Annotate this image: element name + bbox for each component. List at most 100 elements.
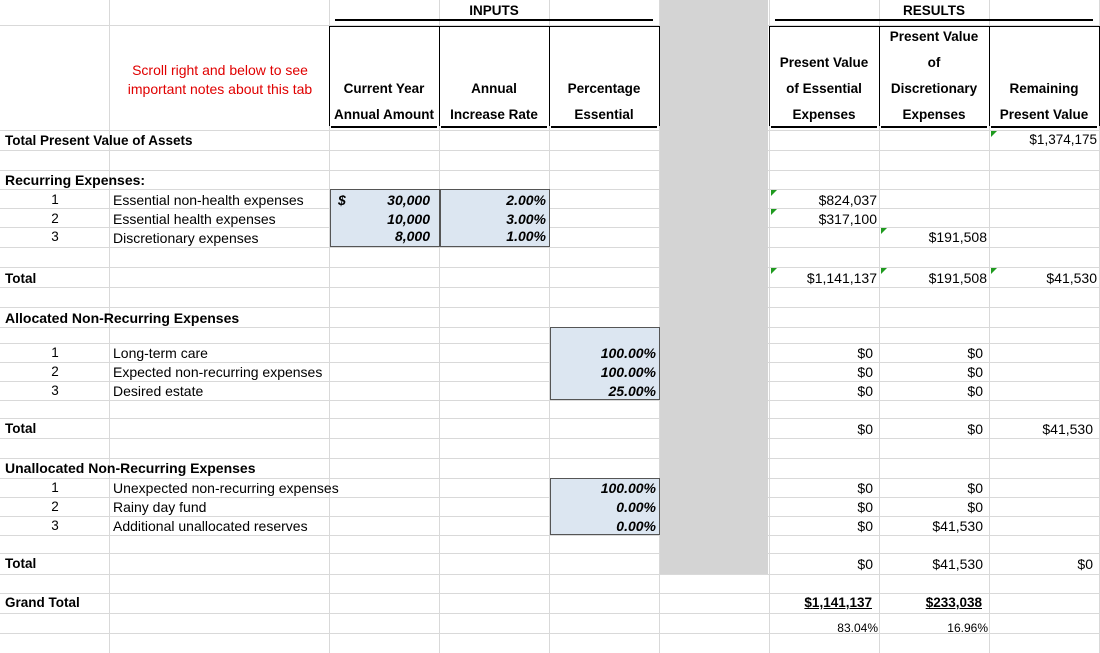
header-box-current-year — [329, 26, 440, 126]
recurring-row-2-pv-ess[interactable]: $317,100 — [818, 211, 877, 227]
unallocated-total-label: Total — [5, 556, 37, 571]
allocated-row-2-pv-disc[interactable]: $0 — [967, 364, 983, 380]
recurring-total-rem[interactable]: $41,530 — [1046, 270, 1097, 286]
col-pv-disc-2: of — [927, 55, 941, 70]
unallocated-row-1-pct[interactable]: 100.00% — [600, 480, 656, 496]
inputs-header-rule — [335, 19, 653, 21]
col-pv-ess-1: Present Value — [779, 55, 869, 70]
col-pv-ess-2: of Essential — [786, 81, 862, 96]
recurring-row-2-label: Essential health expenses — [113, 211, 276, 227]
allocated-row-3-pv-ess[interactable]: $0 — [857, 383, 873, 399]
unallocated-total-disc[interactable]: $41,530 — [932, 556, 983, 572]
unallocated-pct-input-block — [550, 478, 660, 535]
unallocated-row-3-pv-ess[interactable]: $0 — [857, 518, 873, 534]
recurring-total-ess[interactable]: $1,141,137 — [806, 270, 877, 286]
allocated-row-1-pv-ess[interactable]: $0 — [857, 345, 873, 361]
allocated-row-3-label: Desired estate — [113, 383, 204, 399]
assets-label: Total Present Value of Assets — [5, 133, 193, 148]
divider-column — [660, 0, 768, 574]
grand-total-label: Grand Total — [5, 595, 80, 610]
allocated-row-3-pv-disc[interactable]: $0 — [967, 383, 983, 399]
scroll-note-line1: Scroll right and below to see — [132, 62, 308, 78]
allocated-total-ess[interactable]: $0 — [857, 421, 873, 437]
allocated-total-label: Total — [5, 421, 37, 436]
col-current-year-2: Annual Amount — [334, 107, 434, 122]
header-box-pv-discretionary — [879, 26, 990, 126]
col-pv-disc-4: Expenses — [902, 107, 966, 122]
allocated-total-rem[interactable]: $41,530 — [1042, 421, 1093, 437]
recurring-total-disc[interactable]: $191,508 — [928, 270, 987, 286]
inputs-header: INPUTS — [469, 3, 519, 18]
col-annual-1: Annual — [471, 81, 517, 96]
col-rem-2: Present Value — [999, 107, 1089, 122]
recurring-rate-input-block — [440, 189, 550, 247]
header-box-annual — [439, 26, 550, 126]
unallocated-row-2-pv-ess[interactable]: $0 — [857, 499, 873, 515]
recurring-row-2-rate[interactable]: 3.00% — [506, 211, 546, 227]
unallocated-row-2-pct[interactable]: 0.00% — [616, 499, 656, 515]
allocated-row-2-num: 2 — [51, 364, 59, 379]
unallocated-total-ess[interactable]: $0 — [857, 556, 873, 572]
allocated-row-2-label: Expected non-recurring expenses — [113, 364, 323, 380]
allocated-row-2-pct[interactable]: 100.00% — [600, 364, 656, 380]
col-pv-disc-3: Discretionary — [890, 81, 978, 96]
grand-total-disc[interactable]: $233,038 — [925, 595, 982, 610]
unallocated-row-1-num: 1 — [51, 480, 59, 495]
col-pv-disc-1: Present Value — [889, 29, 979, 44]
allocated-pct-input-block — [550, 327, 660, 400]
results-header-rule — [775, 19, 1093, 21]
recurring-row-1-pv-ess[interactable]: $824,037 — [818, 192, 877, 208]
col-rem-1: Remaining — [1009, 81, 1079, 96]
recurring-row-1-rate[interactable]: 2.00% — [506, 192, 546, 208]
allocated-row-2-pv-ess[interactable]: $0 — [857, 364, 873, 380]
unallocated-row-1-label: Unexpected non-recurring expenses — [113, 480, 339, 496]
scroll-note-line2: important notes about this tab — [127, 81, 313, 97]
col-annual-2: Increase Rate — [450, 107, 538, 122]
col-current-year-1: Current Year — [343, 81, 425, 96]
unallocated-total-rem[interactable]: $0 — [1077, 556, 1093, 572]
allocated-row-1-pct[interactable]: 100.00% — [600, 345, 656, 361]
recurring-row-3-pv-disc[interactable]: $191,508 — [928, 229, 987, 245]
recurring-row-1-amount[interactable]: 30,000 — [387, 192, 430, 208]
unallocated-row-2-label: Rainy day fund — [113, 499, 207, 515]
unallocated-row-2-num: 2 — [51, 499, 59, 514]
recurring-title: Recurring Expenses: — [5, 172, 146, 188]
unallocated-row-1-pv-disc[interactable]: $0 — [967, 480, 983, 496]
recurring-row-1-label: Essential non-health expenses — [113, 192, 304, 208]
allocated-row-3-pct[interactable]: 25.00% — [608, 383, 656, 399]
recurring-row-3-label: Discretionary expenses — [113, 230, 259, 246]
recurring-row-3-amount[interactable]: 8,000 — [394, 228, 430, 244]
allocated-title: Allocated Non-Recurring Expenses — [5, 310, 240, 326]
unallocated-row-1-pv-ess[interactable]: $0 — [857, 480, 873, 496]
col-pv-ess-3: Expenses — [792, 107, 856, 122]
grand-total-disc-pct[interactable]: 16.96% — [947, 621, 988, 635]
allocated-row-1-label: Long-term care — [113, 345, 208, 361]
recurring-amount-input-block — [330, 189, 440, 247]
unallocated-row-3-pct[interactable]: 0.00% — [616, 518, 656, 534]
col-pct-1: Percentage — [567, 81, 641, 96]
unallocated-row-3-num: 3 — [51, 518, 59, 533]
assets-value[interactable]: $1,374,175 — [1029, 132, 1097, 147]
grand-total-ess[interactable]: $1,141,137 — [804, 595, 872, 610]
recurring-row-1-num: 1 — [51, 192, 59, 207]
unallocated-row-3-pv-disc[interactable]: $41,530 — [932, 518, 983, 534]
recurring-total-label: Total — [5, 271, 37, 286]
recurring-row-2-num: 2 — [51, 211, 59, 226]
allocated-row-1-num: 1 — [51, 345, 59, 360]
recurring-row-3-num: 3 — [51, 229, 59, 244]
currency-symbol: $ — [338, 192, 346, 208]
unallocated-row-3-label: Additional unallocated reserves — [113, 518, 308, 534]
recurring-row-3-rate[interactable]: 1.00% — [506, 228, 546, 244]
allocated-total-disc[interactable]: $0 — [967, 421, 983, 437]
header-box-pv-essential — [769, 26, 880, 126]
allocated-row-1-pv-disc[interactable]: $0 — [967, 345, 983, 361]
header-box-percentage — [549, 26, 660, 126]
unallocated-row-2-pv-disc[interactable]: $0 — [967, 499, 983, 515]
unallocated-title: Unallocated Non-Recurring Expenses — [5, 460, 256, 476]
recurring-row-2-amount[interactable]: 10,000 — [387, 211, 430, 227]
allocated-row-3-num: 3 — [51, 383, 59, 398]
col-pct-2: Essential — [574, 107, 634, 122]
grand-total-ess-pct[interactable]: 83.04% — [837, 621, 878, 635]
header-box-remaining — [989, 26, 1100, 126]
results-header: RESULTS — [902, 3, 965, 18]
